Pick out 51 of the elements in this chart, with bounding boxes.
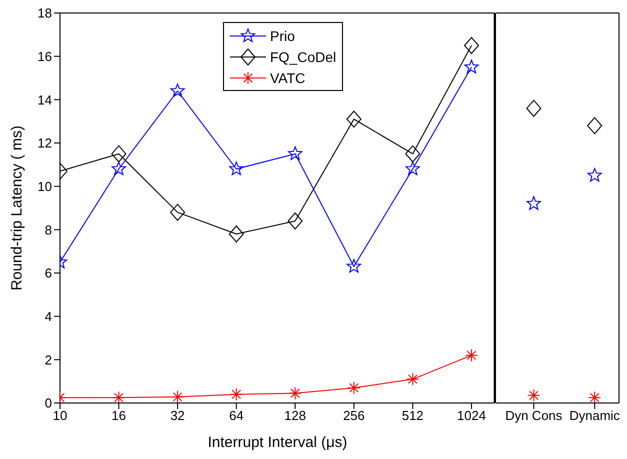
y-tick-label: 4 [44, 308, 52, 324]
point [587, 117, 602, 134]
x-tick-label: Dynamic [569, 408, 620, 424]
y-tick-label: 18 [38, 6, 52, 21]
point [464, 348, 478, 362]
y-tick-label: 16 [38, 48, 52, 64]
point [526, 196, 541, 210]
point [170, 204, 186, 221]
legend-label: FQ_CoDel [270, 48, 336, 64]
x-tick-label: 64 [229, 408, 244, 424]
point [347, 381, 360, 394]
point [464, 60, 479, 74]
x-tick-label: 16 [112, 408, 126, 424]
point [527, 388, 540, 402]
point [112, 391, 126, 403]
point [346, 259, 362, 273]
point [288, 386, 302, 400]
y-tick-label: 8 [44, 222, 52, 238]
point [406, 162, 420, 176]
point [288, 212, 303, 230]
x-tick-label: 32 [170, 408, 185, 424]
y-tick-label: 14 [38, 92, 52, 108]
y-tick-label: 0 [44, 396, 52, 411]
x-tick-label: 1024 [457, 408, 486, 424]
point [171, 390, 184, 403]
y-tick-label: 12 [38, 136, 52, 151]
x-tick-label: 128 [284, 408, 306, 424]
y-tick-label: 2 [44, 352, 52, 368]
point [587, 168, 602, 182]
point [170, 84, 185, 98]
legend-label: VATC [270, 70, 306, 86]
point [111, 145, 126, 162]
legend-label: Prio [270, 28, 295, 44]
x-tick-label: 512 [402, 408, 424, 424]
point [229, 162, 244, 176]
x-tick-label: Dyn Cons [505, 408, 563, 424]
x-tick-label: 256 [343, 408, 365, 424]
y-tick-label: 10 [38, 178, 52, 194]
point [526, 100, 542, 117]
point [228, 226, 244, 242]
point [405, 145, 420, 162]
point [346, 110, 362, 128]
point [406, 372, 420, 386]
x-axis-title: Interrupt Interval (μs) [208, 434, 348, 451]
point [230, 388, 243, 401]
point [112, 162, 126, 176]
point [588, 391, 602, 403]
point [288, 146, 302, 160]
y-tick-label: 6 [44, 266, 52, 281]
point [464, 37, 479, 54]
y-axis-title: Round-trip Latency ( ms) [8, 125, 26, 291]
